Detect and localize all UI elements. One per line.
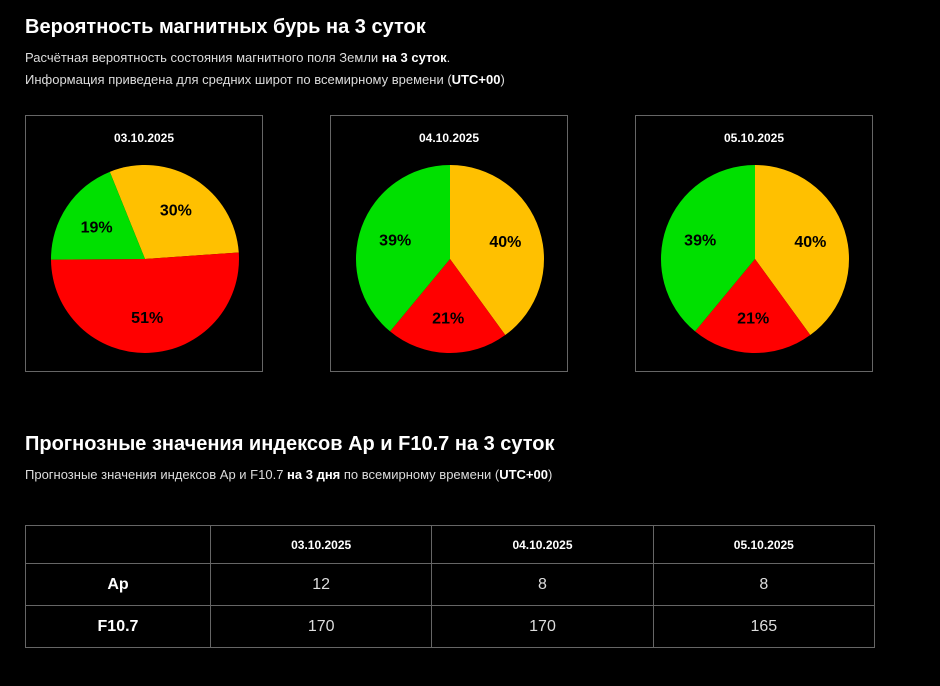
pie-date-label: 04.10.2025 <box>418 131 480 145</box>
pie-slice-label: 19% <box>81 220 113 237</box>
pie-slice-green <box>355 165 450 332</box>
pie-slice-label: 39% <box>379 232 411 249</box>
text-bold: UTC+00 <box>499 467 548 482</box>
table-header-row: 03.10.2025 04.10.2025 05.10.2025 <box>25 525 876 564</box>
pie-slice-red <box>51 252 239 353</box>
pie-slice-label: 39% <box>684 232 716 249</box>
pie-slice-label: 21% <box>737 310 769 327</box>
text: Прогнозные значения индексов Ap и F10.7 <box>25 467 288 482</box>
text: Расчётная вероятность состояния магнитно… <box>25 50 382 65</box>
text: . <box>446 50 451 65</box>
pie-slice-label: 21% <box>432 310 464 327</box>
pie-slice-orange <box>450 165 545 336</box>
text: ) <box>500 72 505 87</box>
pie-chart-day-3: 40% 21% 39% <box>660 165 850 354</box>
table-row: F10.7 170 170 165 <box>25 605 876 648</box>
pie-card-day-3: 05.10.2025 40% 21% 39% <box>635 115 873 372</box>
table-cell: 8 <box>431 563 654 606</box>
pie-chart-day-1: 30% 51% 19% <box>50 164 239 353</box>
row-label-ap: Ap <box>25 563 211 606</box>
text: Информация приведена для средних широт п… <box>25 72 452 87</box>
pie-slice-orange <box>755 165 850 336</box>
table-cell: 8 <box>652 563 876 606</box>
section-title-storm-probability: Вероятность магнитных бурь на 3 суток <box>25 16 426 38</box>
pie-slice-label: 40% <box>794 234 826 251</box>
pie-slice-green <box>660 165 755 332</box>
pie-card-day-2: 04.10.2025 40% 21% 39% <box>330 115 568 372</box>
table-header-cell: 04.10.2025 <box>431 525 654 564</box>
pie-card-day-1: 03.10.2025 30% 51% 19% <box>25 115 263 372</box>
text: по всемирному времени ( <box>340 467 500 482</box>
index-forecast-table: 03.10.2025 04.10.2025 05.10.2025 Ap 12 8… <box>25 525 876 648</box>
pie-chart-day-2: 40% 21% 39% <box>355 165 545 354</box>
index-forecast-description: Прогнозные значения индексов Ap и F10.7 … <box>25 464 552 486</box>
description-line-1: Расчётная вероятность состояния магнитно… <box>25 47 505 69</box>
pie-charts-row: 03.10.2025 30% 51% 19% 04.10.2025 40% 21% 39… <box>25 115 875 374</box>
table-header-cell <box>25 525 211 564</box>
pie-date-label: 03.10.2025 <box>113 131 175 145</box>
text-bold: UTC+00 <box>451 72 501 87</box>
table-row: Ap 12 8 8 <box>25 563 876 606</box>
text-bold: на 3 дня <box>287 467 341 482</box>
pie-slice-green <box>50 171 145 260</box>
description-line-2: Информация приведена для средних широт п… <box>25 69 505 91</box>
table-header-cell: 03.10.2025 <box>209 525 433 564</box>
pie-slice-label: 51% <box>131 310 163 327</box>
pie-date-label: 05.10.2025 <box>723 131 785 145</box>
pie-slice-orange <box>109 164 239 259</box>
pie-slice-red <box>390 259 506 354</box>
pie-slice-red <box>695 259 811 354</box>
table-cell: 165 <box>652 605 876 648</box>
storm-probability-description: Расчётная вероятность состояния магнитно… <box>25 47 505 91</box>
table-cell: 12 <box>209 563 433 606</box>
pie-slice-label: 30% <box>160 203 192 220</box>
text: ) <box>548 467 553 482</box>
table-cell: 170 <box>431 605 654 648</box>
section-title-index-forecast: Прогнозные значения индексов Ap и F10.7 … <box>25 433 555 455</box>
table-cell: 170 <box>209 605 433 648</box>
table-header-cell: 05.10.2025 <box>652 525 876 564</box>
row-label-f107: F10.7 <box>25 605 211 648</box>
pie-slice-label: 40% <box>489 234 521 251</box>
text-bold: на 3 суток <box>381 50 447 65</box>
